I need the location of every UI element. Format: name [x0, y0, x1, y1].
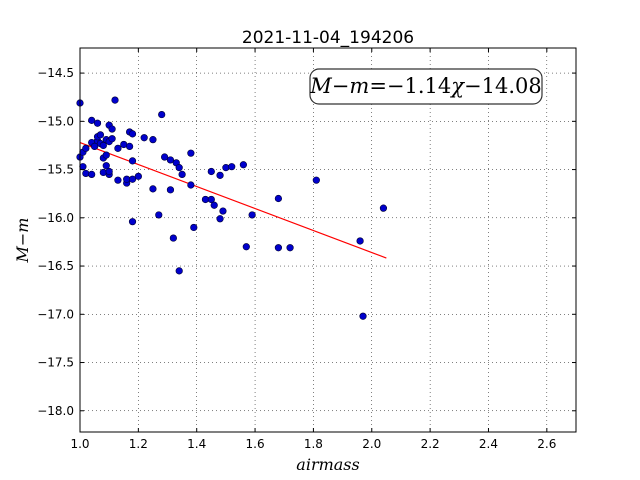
- data-point: [359, 312, 367, 320]
- y-tick-label: −16.0: [37, 211, 74, 225]
- data-point: [111, 96, 119, 104]
- data-point: [82, 144, 90, 152]
- data-point: [312, 176, 320, 184]
- axis-ticks: [79, 48, 576, 432]
- data-point: [128, 130, 137, 138]
- chart-title: 2021-11-04_194206: [242, 28, 414, 48]
- data-point: [207, 167, 215, 176]
- data-point: [248, 211, 256, 219]
- data-point: [216, 171, 224, 179]
- data-point: [187, 149, 195, 157]
- data-point: [356, 237, 364, 245]
- data-point: [155, 211, 163, 219]
- annotation-lhs-a: M: [309, 74, 332, 98]
- data-point: [175, 267, 183, 275]
- data-point: [379, 204, 388, 212]
- x-tick-label: 2.0: [362, 437, 381, 451]
- data-points: [76, 96, 388, 320]
- data-point: [274, 244, 283, 252]
- data-point: [108, 125, 116, 133]
- annotation-frame: [309, 68, 543, 105]
- x-tick-label: 1.2: [129, 437, 148, 451]
- data-point: [99, 141, 107, 150]
- data-point: [79, 163, 87, 171]
- data-point: [134, 172, 142, 180]
- y-tick-label: −15.0: [37, 114, 74, 128]
- data-point: [88, 170, 96, 178]
- data-point: [219, 207, 227, 215]
- x-tick-label: 1.8: [304, 437, 323, 451]
- annotation-equals: =: [369, 74, 387, 98]
- x-tick-label: 2.6: [537, 437, 556, 451]
- data-point: [207, 195, 215, 204]
- data-point: [242, 243, 250, 251]
- y-tick-label: −17.5: [37, 356, 74, 370]
- data-point: [93, 119, 102, 127]
- data-point: [187, 181, 195, 189]
- data-point: [149, 185, 157, 193]
- y-tick-label: −17.0: [37, 307, 74, 321]
- data-point: [90, 142, 99, 151]
- y-tick-labels: −14.5 −15.0 −15.5 −16.0 −16.5 −17.0 −17.5 −18.0: [37, 66, 74, 418]
- annotation-coefficient: −1.14: [387, 74, 451, 98]
- data-point: [149, 136, 157, 144]
- data-point: [222, 164, 230, 172]
- data-point: [286, 244, 294, 252]
- data-point: [274, 194, 283, 203]
- annotation-minus: −: [332, 74, 350, 98]
- y-tick-label: −14.5: [37, 66, 74, 80]
- fit-equation-annotation: M−m=−1.14χ−14.08: [309, 68, 543, 105]
- data-point: [216, 215, 224, 223]
- data-point: [161, 153, 169, 161]
- x-tick-label: 2.2: [421, 437, 440, 451]
- x-tick-label: 1.0: [70, 437, 89, 451]
- annotation-lhs-b: m: [349, 74, 369, 98]
- data-point: [108, 135, 116, 143]
- x-axis-label: airmass: [296, 455, 359, 474]
- y-tick-label: −18.0: [37, 404, 74, 418]
- x-tick-labels: 1.0 1.2 1.4 1.6 1.8 2.0 2.2 2.4 2.6: [70, 437, 556, 451]
- data-point: [128, 175, 137, 183]
- data-point: [175, 164, 183, 172]
- data-point: [126, 142, 134, 151]
- data-point: [158, 110, 166, 119]
- data-point: [166, 186, 175, 194]
- data-point: [140, 134, 148, 142]
- data-point: [228, 163, 236, 171]
- x-tick-label: 1.6: [246, 437, 265, 451]
- data-point: [102, 162, 110, 170]
- data-point: [169, 234, 177, 242]
- data-point: [105, 167, 113, 176]
- y-tick-label: −15.5: [37, 163, 74, 177]
- x-tick-label: 2.4: [479, 437, 498, 451]
- data-point: [166, 156, 175, 164]
- data-point: [239, 161, 247, 169]
- data-point: [210, 201, 218, 209]
- data-point: [128, 218, 137, 226]
- annotation-variable: χ: [449, 74, 465, 98]
- data-point: [88, 116, 96, 124]
- data-point: [128, 157, 137, 165]
- annotation-constant: −14.08: [464, 74, 542, 98]
- data-point: [102, 151, 110, 159]
- data-point: [178, 170, 186, 178]
- data-point: [114, 144, 122, 152]
- y-tick-label: −16.5: [37, 259, 74, 273]
- data-point: [114, 176, 122, 184]
- data-point: [190, 223, 198, 232]
- y-axis-label: M−m: [13, 218, 32, 264]
- data-point: [96, 131, 105, 139]
- grid: [79, 48, 576, 432]
- x-tick-label: 1.4: [187, 437, 206, 451]
- data-point: [82, 169, 90, 178]
- annotation-equation: M−m=−1.14χ−14.08: [309, 74, 541, 98]
- plot-frame: [79, 47, 577, 433]
